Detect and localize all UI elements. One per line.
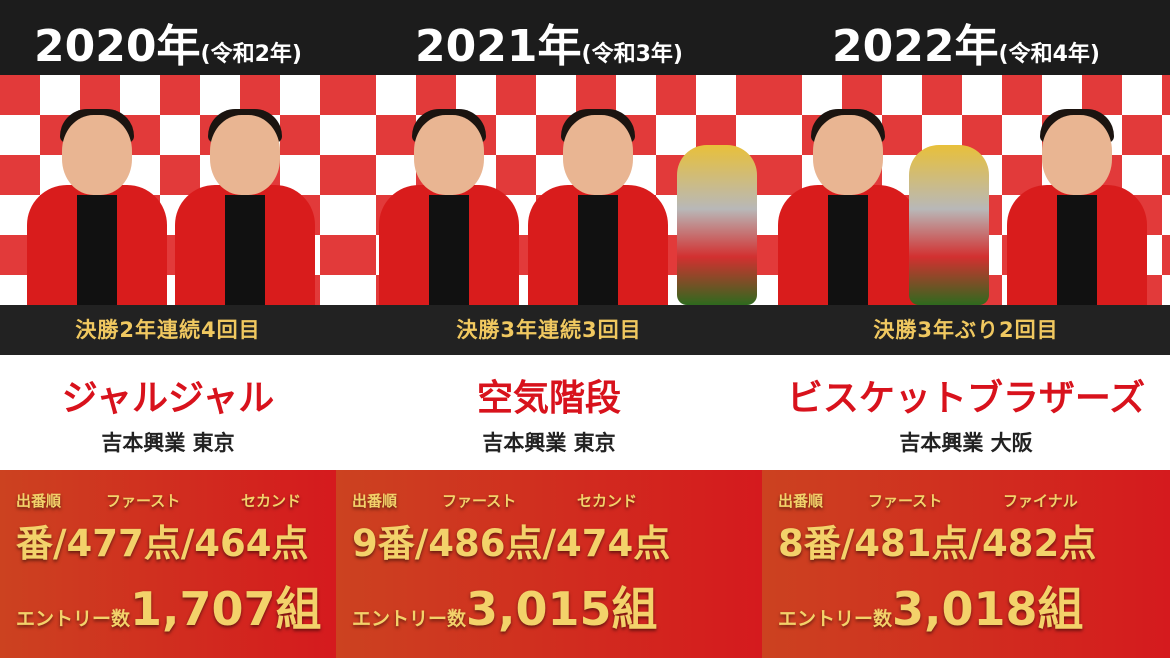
- streak-band: 決勝2年連続4回目: [0, 305, 336, 355]
- trophy: [908, 145, 989, 305]
- trophy: [676, 145, 757, 305]
- label-order: 出番順: [778, 492, 824, 510]
- person-right: [1006, 105, 1147, 305]
- winner-column: 2021年 (令和3年) 決勝3年連続3回目 空気階段 吉本興業 東京 出番順 …: [336, 0, 762, 658]
- year-header: 2020年 (令和2年): [0, 0, 336, 75]
- person-right: [527, 105, 668, 305]
- year: 2020年: [34, 21, 201, 72]
- entry-label: エントリー数: [16, 608, 131, 630]
- era: (令和2年): [200, 42, 302, 67]
- label-first: ファースト: [868, 492, 943, 510]
- winner-photo: [762, 75, 1170, 305]
- year-header: 2021年 (令和3年): [336, 0, 762, 75]
- streak-band: 決勝3年ぶり2回目: [762, 305, 1170, 355]
- winner-column: 2020年 (令和2年) 決勝2年連続4回目 ジャルジャル 吉本興業 東京 出番…: [0, 0, 336, 658]
- streak-band: 決勝3年連続3回目: [336, 305, 762, 355]
- scores: 9番/486点/474点: [352, 522, 671, 565]
- label-order: 出番順: [16, 492, 62, 510]
- year: 2022年: [832, 21, 999, 72]
- person-right: [174, 105, 315, 305]
- combo-name: ジャルジャル: [61, 378, 275, 419]
- person-left: [378, 105, 519, 305]
- era: (令和3年): [581, 42, 683, 67]
- stats-panel: 出番順 ファースト ファイナル 8番/481点/482点 エントリー数3,018…: [762, 470, 1170, 658]
- label-second: セカンド: [241, 492, 302, 510]
- entry-value: 3,015組: [466, 582, 658, 636]
- era: (令和4年): [998, 42, 1100, 67]
- entry-label: エントリー数: [778, 608, 893, 630]
- combo-name: ビスケットブラザーズ: [786, 378, 1146, 419]
- combo-name: 空気階段: [476, 378, 621, 419]
- person-left: [778, 105, 919, 305]
- agency: 吉本興業 東京: [482, 431, 616, 455]
- entry-value: 3,018組: [892, 582, 1084, 636]
- winner-photo: [0, 75, 336, 305]
- stats-panel: 出番順 ファースト セカンド 番/477点/464点 エントリー数1,707組: [0, 470, 336, 658]
- winner-column: 2022年 (令和4年) 決勝3年ぶり2回目 ビスケットブラザーズ 吉本興業 大…: [762, 0, 1170, 658]
- label-first: ファースト: [106, 492, 181, 510]
- year-header: 2022年 (令和4年): [762, 0, 1170, 75]
- scores: 8番/481点/482点: [778, 522, 1097, 565]
- label-first: ファースト: [442, 492, 517, 510]
- year: 2021年: [415, 21, 582, 72]
- person-left: [26, 105, 167, 305]
- scores: 番/477点/464点: [16, 522, 309, 565]
- agency: 吉本興業 東京: [101, 431, 235, 455]
- entry-label: エントリー数: [352, 608, 467, 630]
- label-order: 出番順: [352, 492, 398, 510]
- entry-value: 1,707組: [130, 582, 322, 636]
- winner-photo: [336, 75, 762, 305]
- stats-panel: 出番順 ファースト セカンド 9番/486点/474点 エントリー数3,015組: [336, 470, 762, 658]
- agency: 吉本興業 大阪: [899, 431, 1033, 455]
- label-second: セカンド: [577, 492, 638, 510]
- label-second: ファイナル: [1003, 492, 1078, 510]
